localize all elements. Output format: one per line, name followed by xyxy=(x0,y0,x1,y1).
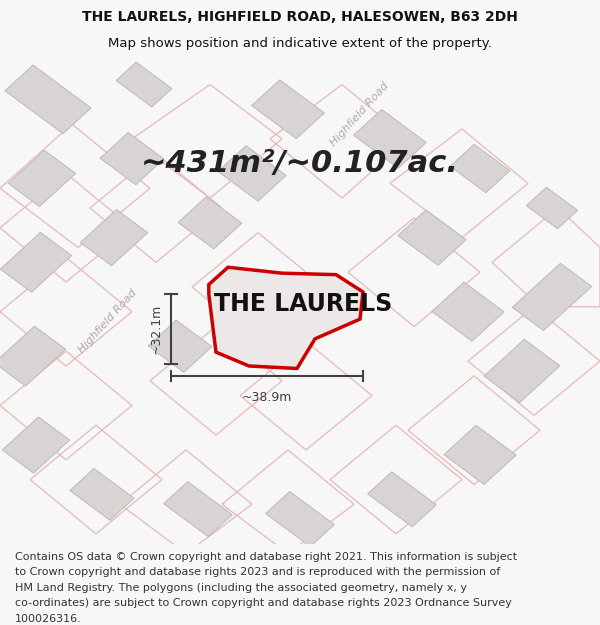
Text: ~431m²/~0.107ac.: ~431m²/~0.107ac. xyxy=(141,149,459,178)
Polygon shape xyxy=(353,109,427,168)
Polygon shape xyxy=(2,417,70,473)
Polygon shape xyxy=(444,426,516,484)
Text: ~32.1m: ~32.1m xyxy=(149,304,163,354)
Text: Contains OS data © Crown copyright and database right 2021. This information is : Contains OS data © Crown copyright and d… xyxy=(15,552,517,562)
Text: co-ordinates) are subject to Crown copyright and database rights 2023 Ordnance S: co-ordinates) are subject to Crown copyr… xyxy=(15,598,512,608)
Polygon shape xyxy=(368,472,436,527)
Polygon shape xyxy=(116,62,172,107)
Polygon shape xyxy=(0,326,65,386)
Text: Map shows position and indicative extent of the property.: Map shows position and indicative extent… xyxy=(108,38,492,51)
Polygon shape xyxy=(148,320,212,372)
Polygon shape xyxy=(80,209,148,266)
Text: THE LAURELS: THE LAURELS xyxy=(214,292,392,316)
Polygon shape xyxy=(432,282,504,341)
Polygon shape xyxy=(8,150,76,206)
Polygon shape xyxy=(251,80,325,139)
Text: 100026316.: 100026316. xyxy=(15,614,82,624)
Polygon shape xyxy=(178,197,242,249)
Text: to Crown copyright and database rights 2023 and is reproduced with the permissio: to Crown copyright and database rights 2… xyxy=(15,568,500,578)
Polygon shape xyxy=(100,132,164,184)
Polygon shape xyxy=(5,65,91,134)
Polygon shape xyxy=(398,210,466,266)
Text: Highfield Road: Highfield Road xyxy=(329,81,391,148)
Polygon shape xyxy=(164,482,232,537)
Polygon shape xyxy=(266,491,334,547)
Polygon shape xyxy=(484,339,560,402)
Polygon shape xyxy=(450,144,510,192)
Polygon shape xyxy=(209,268,363,369)
Polygon shape xyxy=(1,232,71,292)
Polygon shape xyxy=(526,188,578,229)
Polygon shape xyxy=(512,263,592,331)
Text: Highfield Road: Highfield Road xyxy=(77,288,139,355)
Text: HM Land Registry. The polygons (including the associated geometry, namely x, y: HM Land Registry. The polygons (includin… xyxy=(15,582,467,592)
Text: THE LAURELS, HIGHFIELD ROAD, HALESOWEN, B63 2DH: THE LAURELS, HIGHFIELD ROAD, HALESOWEN, … xyxy=(82,10,518,24)
Polygon shape xyxy=(218,146,286,201)
Polygon shape xyxy=(70,469,134,520)
Text: ~38.9m: ~38.9m xyxy=(242,391,292,404)
